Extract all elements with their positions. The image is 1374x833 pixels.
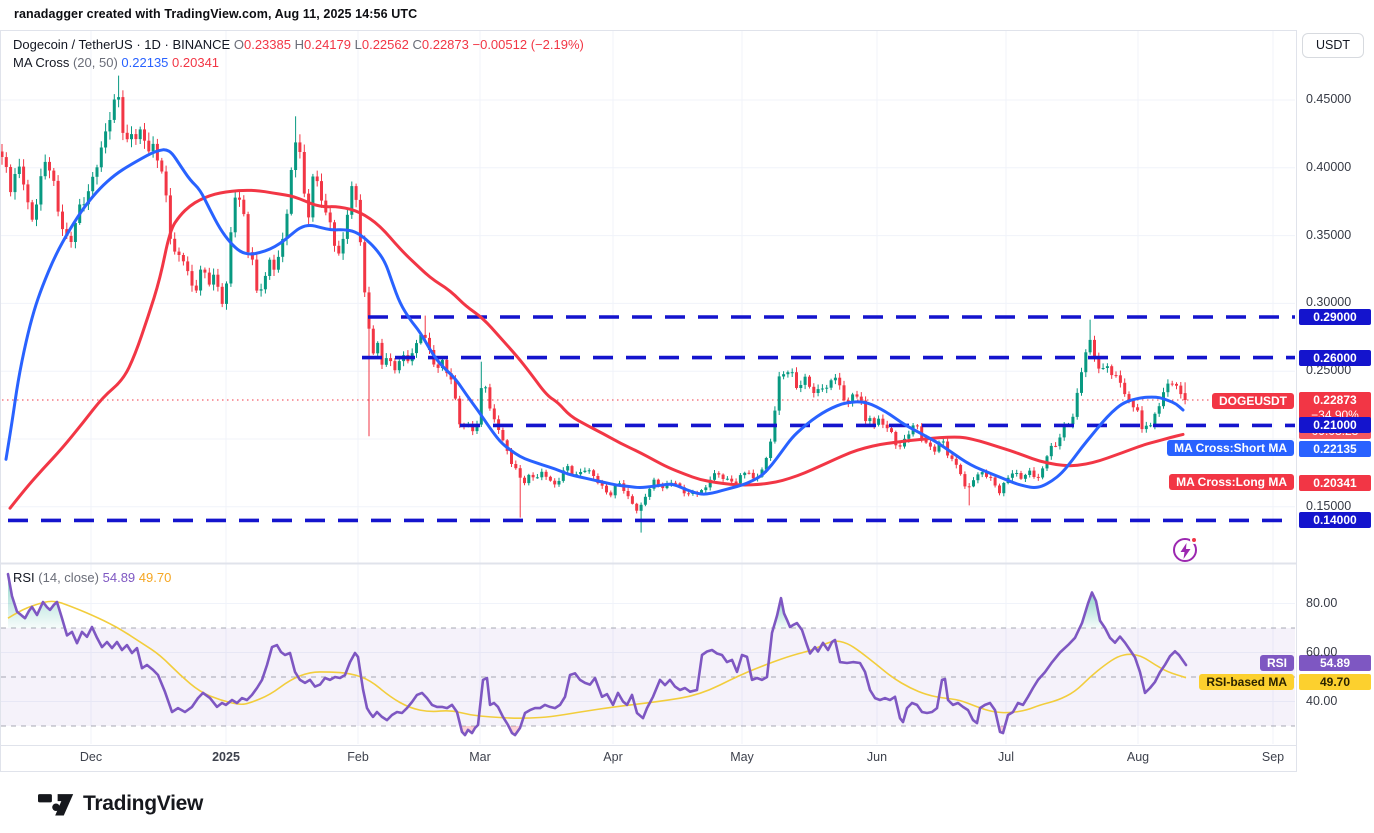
low-value: 0.22562 xyxy=(361,37,409,52)
low-label: L xyxy=(354,37,362,52)
chart-legend[interactable]: Dogecoin / TetherUS · 1D · BINANCE O0.23… xyxy=(13,36,584,72)
price-tick-label: 0.25000 xyxy=(1306,363,1352,377)
ma-short-value: 0.22135 xyxy=(121,55,169,70)
time-axis-label-apr: Apr xyxy=(603,750,623,764)
rsi-tick-label: 80.00 xyxy=(1306,596,1338,610)
time-axis-label-aug: Aug xyxy=(1126,750,1150,764)
last-price-value: 0.22873 xyxy=(1299,392,1371,408)
rsi-axis-badge: 54.89 xyxy=(1299,655,1371,671)
open-value: 0.23385 xyxy=(243,37,291,52)
time-axis-label-may: May xyxy=(730,750,754,764)
long-ma-label: MA Cross:Long MA xyxy=(1169,474,1294,490)
level-badge: 0.21000 xyxy=(1299,417,1371,433)
level-badge: 0.26000 xyxy=(1299,350,1371,366)
close-value: 0.22873 xyxy=(421,37,469,52)
high-value: 0.24179 xyxy=(304,37,351,52)
symbol-legend-row[interactable]: Dogecoin / TetherUS · 1D · BINANCE O0.23… xyxy=(13,36,584,54)
high-label: H xyxy=(294,37,304,52)
symbol-marker-label: DOGEUSDT xyxy=(1211,393,1294,409)
change-value: −0.00512 xyxy=(472,37,528,52)
time-axis-label-jun: Jun xyxy=(866,750,888,764)
close-label: C xyxy=(412,37,422,52)
ma-long-value: 0.20341 xyxy=(172,55,220,70)
symbol-title: Dogecoin / TetherUS · 1D · BINANCE xyxy=(13,37,231,52)
long-ma-axis-badge: 0.20341 xyxy=(1299,475,1371,491)
rsi-tick-label: 60.00 xyxy=(1306,645,1338,659)
tradingview-logo-text: TradingView xyxy=(83,792,204,815)
price-tick-label: 0.15000 xyxy=(1306,499,1352,513)
rsi-legend-row[interactable]: RSI (14, close) 54.89 49.70 xyxy=(13,569,171,587)
rsi-ma-value: 49.70 xyxy=(138,570,172,585)
change-percent: (−2.19%) xyxy=(530,37,584,52)
ma-cross-params: (20, 50) xyxy=(72,55,118,70)
price-tick-label: 0.45000 xyxy=(1306,92,1352,106)
time-axis-label-sep: Sep xyxy=(1261,750,1285,764)
notification-dot xyxy=(1190,536,1198,544)
price-tick-label: 0.30000 xyxy=(1306,295,1352,309)
time-axis-label-2025: 2025 xyxy=(212,750,240,764)
time-axis-label-jul: Jul xyxy=(998,750,1014,764)
ma-cross-legend-row[interactable]: MA Cross (20, 50) 0.22135 0.20341 xyxy=(13,54,584,72)
lightning-icon xyxy=(1180,543,1191,559)
rsi-tick-label: 40.00 xyxy=(1306,694,1338,708)
attribution-text: ranadagger created with TradingView.com,… xyxy=(14,7,418,21)
time-axis-label-feb: Feb xyxy=(347,750,369,764)
short-ma-label: MA Cross:Short MA xyxy=(1167,440,1294,456)
tradingview-logo[interactable]: TradingView xyxy=(38,787,203,821)
rsi-params: (14, close) xyxy=(38,570,99,585)
level-badge: 0.29000 xyxy=(1299,309,1371,325)
rsi-float-label: RSI xyxy=(1259,655,1294,671)
price-tick-label: 0.35000 xyxy=(1306,228,1352,242)
ma-cross-title: MA Cross xyxy=(13,55,70,70)
tradingview-logo-icon xyxy=(38,794,74,816)
rsi-ma-axis-badge: 49.70 xyxy=(1299,674,1371,690)
currency-toggle-button[interactable]: USDT xyxy=(1302,33,1364,58)
level-badge: 0.14000 xyxy=(1299,512,1371,528)
open-label: O xyxy=(233,37,244,52)
short-ma-axis-badge: 0.22135 xyxy=(1299,441,1371,457)
rsi-title: RSI xyxy=(13,570,35,585)
time-axis-label-mar: Mar xyxy=(469,750,491,764)
rsi-value: 54.89 xyxy=(102,570,136,585)
price-tick-label: 0.40000 xyxy=(1306,160,1352,174)
rsi-ma-float-label: RSI-based MA xyxy=(1199,674,1294,690)
time-axis-label-dec: Dec xyxy=(79,750,103,764)
